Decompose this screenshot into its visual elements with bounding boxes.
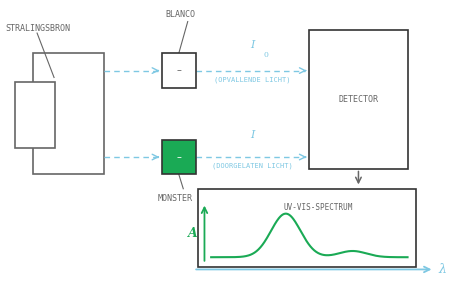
Text: DETECTOR: DETECTOR — [338, 95, 378, 104]
Text: 0: 0 — [264, 51, 269, 59]
Text: MONSTER: MONSTER — [158, 194, 193, 203]
Bar — [309, 30, 408, 168]
Text: BLANCO: BLANCO — [166, 10, 195, 19]
Text: (OPVALLENDE LICHT): (OPVALLENDE LICHT) — [214, 76, 291, 83]
Bar — [162, 140, 196, 174]
Text: I: I — [250, 130, 255, 140]
Text: I: I — [250, 40, 255, 50]
Bar — [198, 189, 416, 267]
Text: –: – — [176, 152, 181, 162]
Text: (DOORGELATEN LICHT): (DOORGELATEN LICHT) — [212, 163, 293, 169]
Bar — [33, 53, 104, 174]
Bar — [162, 53, 196, 88]
Bar — [15, 82, 55, 148]
Text: STRALINGSBRON: STRALINGSBRON — [6, 24, 71, 33]
Text: λ: λ — [439, 263, 447, 276]
Text: –: – — [176, 65, 181, 76]
Text: A: A — [189, 227, 198, 240]
Text: UV-VIS-SPECTRUM: UV-VIS-SPECTRUM — [284, 203, 353, 212]
